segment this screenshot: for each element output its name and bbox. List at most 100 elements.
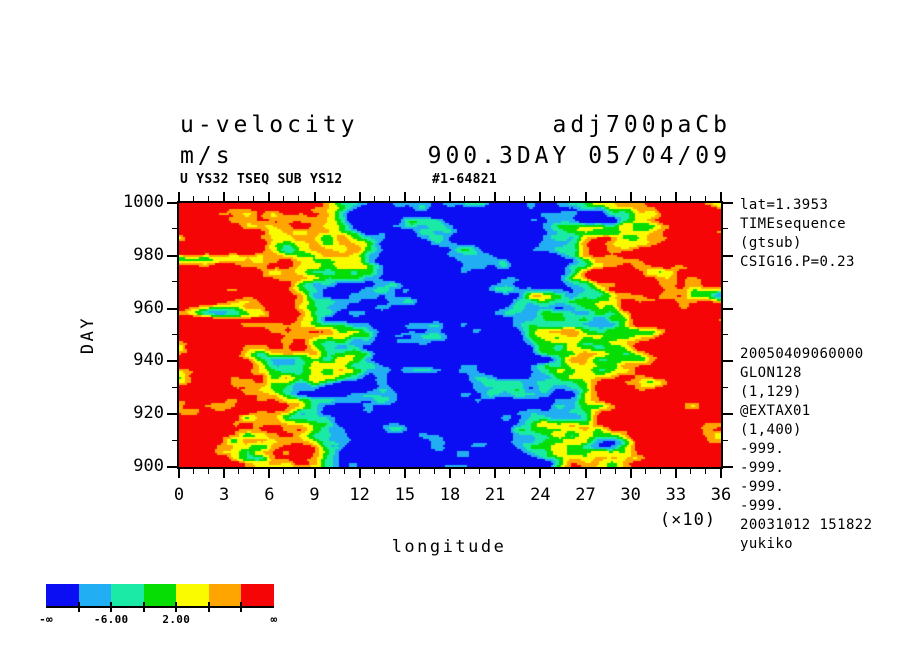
page-title: u-velocity: [180, 112, 359, 138]
right-annotation-line: (1,129): [740, 384, 802, 400]
right-annotation-line: -999.: [740, 498, 785, 514]
tick-mark: [314, 192, 316, 201]
right-annotation-line: (1,400): [740, 422, 802, 438]
right-annotation-line: GLON128: [740, 365, 802, 381]
y-tick-label: 1000: [123, 192, 164, 212]
tick-mark: [329, 196, 330, 201]
tick-mark: [449, 469, 451, 478]
tick-mark: [554, 469, 555, 474]
tick-mark: [167, 413, 177, 415]
tick-mark: [675, 469, 677, 478]
tick-mark: [359, 469, 361, 478]
tick-mark: [404, 192, 406, 201]
tick-mark: [167, 466, 177, 468]
tick-mark: [344, 469, 345, 474]
tick-mark: [615, 196, 616, 201]
colorbar-segment: [111, 584, 145, 606]
tick-mark: [223, 192, 225, 201]
right-annotation-line: 20050409060000: [740, 346, 864, 362]
colorbar-segment: [78, 584, 112, 606]
tick-mark: [167, 202, 177, 204]
tick-mark: [630, 192, 632, 201]
tick-mark: [464, 469, 465, 474]
x-tick-label: 18: [439, 485, 461, 505]
right-annotation-line: -999.: [740, 479, 785, 495]
y-tick-label: 940: [133, 350, 164, 371]
right-annotations-bottom: 20050409060000 GLON128 (1,129) @EXTAX01 (1,4…: [740, 345, 872, 554]
tick-mark: [449, 192, 451, 201]
tick-mark: [539, 192, 541, 201]
tick-mark: [569, 469, 570, 474]
colorbar-label: -∞: [39, 613, 53, 626]
tick-mark: [723, 228, 728, 229]
x-tick-label: 24: [530, 485, 551, 505]
tick-mark: [585, 192, 587, 201]
right-annotation-line: 20031012 151822: [740, 517, 873, 533]
sequence-id-label: #1-64821: [432, 172, 498, 187]
tick-mark: [600, 469, 601, 474]
tick-mark: [268, 192, 270, 201]
tick-mark: [509, 469, 510, 474]
tick-mark: [419, 196, 420, 201]
tick-mark: [434, 196, 435, 201]
right-annotation-line: yukiko: [740, 536, 793, 552]
tick-mark: [705, 196, 706, 201]
tick-mark: [479, 196, 480, 201]
heatmap-plot-frame: [177, 201, 723, 469]
dataset-info-label: U YS32 TSEQ SUB YS12: [180, 172, 343, 187]
tick-mark: [645, 196, 646, 201]
tick-mark: [374, 469, 375, 474]
tick-mark: [172, 440, 177, 441]
y-tick-label: 960: [133, 297, 164, 318]
right-annotations-top: lat=1.3953 TIMEsequence (gtsub) CSIG16.P=0.…: [740, 196, 855, 272]
tick-mark: [464, 196, 465, 201]
tick-mark: [253, 196, 254, 201]
tick-mark: [389, 196, 390, 201]
colorbar: -∞ -6.00 2.00 ∞: [39, 584, 277, 626]
tick-mark: [479, 469, 480, 474]
right-annotation-line: @EXTAX01: [740, 403, 811, 419]
x-tick-label: 3: [219, 485, 230, 505]
right-annotation-line: -999.: [740, 441, 785, 457]
tick-mark: [208, 196, 209, 201]
x-tick-label: 30: [620, 485, 641, 505]
tick-mark: [554, 196, 555, 201]
tick-mark: [344, 196, 345, 201]
tick-mark: [167, 360, 177, 362]
colorbar-segment: [46, 584, 80, 606]
tick-mark: [374, 196, 375, 201]
tick-mark: [723, 360, 733, 362]
tick-mark: [404, 469, 406, 478]
right-annotation-line: CSIG16.P=0.23: [740, 254, 855, 270]
tick-mark: [723, 255, 733, 257]
colorbar-tick: [175, 602, 177, 612]
x-tick-label: 6: [264, 485, 275, 505]
right-annotation-line: lat=1.3953: [740, 197, 829, 213]
tick-mark: [615, 469, 616, 474]
x-tick-label: 27: [575, 485, 596, 505]
y-axis-title: DAY: [78, 315, 98, 355]
tick-mark: [569, 196, 570, 201]
timestamp-title: 900.3DAY 05/04/09: [427, 143, 731, 169]
tick-mark: [253, 469, 254, 474]
tick-mark: [705, 469, 706, 474]
tick-mark: [178, 469, 180, 478]
colorbar-baseline: [46, 606, 274, 608]
tick-mark: [690, 196, 691, 201]
tick-mark: [723, 466, 733, 468]
colorbar-segment: [208, 584, 242, 606]
tick-mark: [660, 196, 661, 201]
x-tick-label: 9: [309, 485, 320, 505]
colorbar-label: 2.00: [162, 613, 191, 626]
tick-mark: [419, 469, 420, 474]
tick-mark: [314, 469, 316, 478]
tick-mark: [720, 469, 722, 478]
tick-mark: [600, 196, 601, 201]
x-tick-label: 0: [173, 485, 185, 505]
tick-mark: [172, 281, 177, 282]
colorbar-tick: [208, 602, 210, 612]
x-axis-scale-note: (×10): [659, 510, 717, 530]
colorbar-segment: [176, 584, 210, 606]
tick-mark: [193, 196, 194, 201]
